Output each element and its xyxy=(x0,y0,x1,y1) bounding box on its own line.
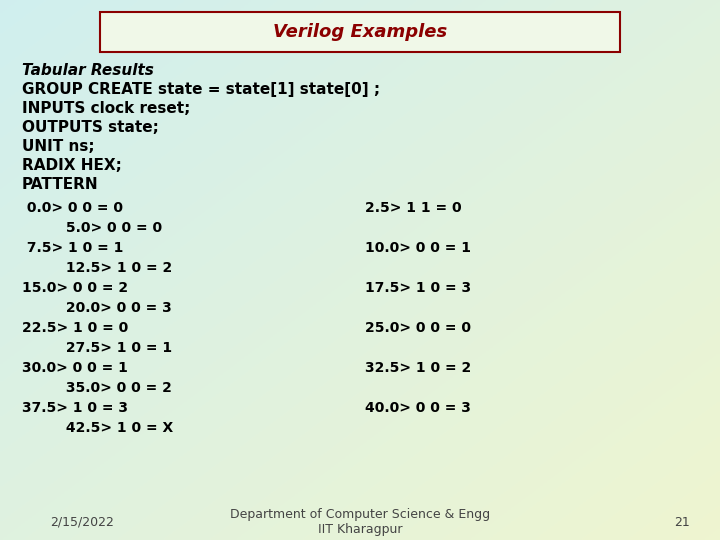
Text: 30.0> 0 0 = 1: 30.0> 0 0 = 1 xyxy=(22,361,128,375)
Text: 27.5> 1 0 = 1: 27.5> 1 0 = 1 xyxy=(22,341,172,355)
Text: GROUP CREATE state = state[1] state[0] ;: GROUP CREATE state = state[1] state[0] ; xyxy=(22,82,380,97)
Text: 7.5> 1 0 = 1: 7.5> 1 0 = 1 xyxy=(22,241,123,255)
Text: 35.0> 0 0 = 2: 35.0> 0 0 = 2 xyxy=(22,381,172,395)
Text: 42.5> 1 0 = X: 42.5> 1 0 = X xyxy=(22,421,174,435)
Text: 15.0> 0 0 = 2: 15.0> 0 0 = 2 xyxy=(22,281,128,295)
Text: 17.5> 1 0 = 3: 17.5> 1 0 = 3 xyxy=(365,281,471,295)
Text: 2.5> 1 1 = 0: 2.5> 1 1 = 0 xyxy=(365,201,462,215)
Text: 25.0> 0 0 = 0: 25.0> 0 0 = 0 xyxy=(365,321,471,335)
Text: PATTERN: PATTERN xyxy=(22,177,99,192)
Text: INPUTS clock reset;: INPUTS clock reset; xyxy=(22,101,190,116)
Text: Tabular Results: Tabular Results xyxy=(22,63,154,78)
Text: Verilog Examples: Verilog Examples xyxy=(273,23,447,41)
FancyBboxPatch shape xyxy=(100,12,620,52)
Text: 5.0> 0 0 = 0: 5.0> 0 0 = 0 xyxy=(22,221,162,235)
Text: 12.5> 1 0 = 2: 12.5> 1 0 = 2 xyxy=(22,261,172,275)
Text: 20.0> 0 0 = 3: 20.0> 0 0 = 3 xyxy=(22,301,172,315)
Text: 40.0> 0 0 = 3: 40.0> 0 0 = 3 xyxy=(365,401,471,415)
Text: RADIX HEX;: RADIX HEX; xyxy=(22,158,122,173)
Text: 2/15/2022: 2/15/2022 xyxy=(50,516,114,529)
Text: 0.0> 0 0 = 0: 0.0> 0 0 = 0 xyxy=(22,201,123,215)
Text: 22.5> 1 0 = 0: 22.5> 1 0 = 0 xyxy=(22,321,128,335)
Text: 10.0> 0 0 = 1: 10.0> 0 0 = 1 xyxy=(365,241,471,255)
Text: 21: 21 xyxy=(674,516,690,529)
Text: UNIT ns;: UNIT ns; xyxy=(22,139,94,154)
Text: Department of Computer Science & Engg
IIT Kharagpur: Department of Computer Science & Engg II… xyxy=(230,508,490,536)
Text: OUTPUTS state;: OUTPUTS state; xyxy=(22,120,159,135)
Text: 37.5> 1 0 = 3: 37.5> 1 0 = 3 xyxy=(22,401,128,415)
Text: 32.5> 1 0 = 2: 32.5> 1 0 = 2 xyxy=(365,361,472,375)
